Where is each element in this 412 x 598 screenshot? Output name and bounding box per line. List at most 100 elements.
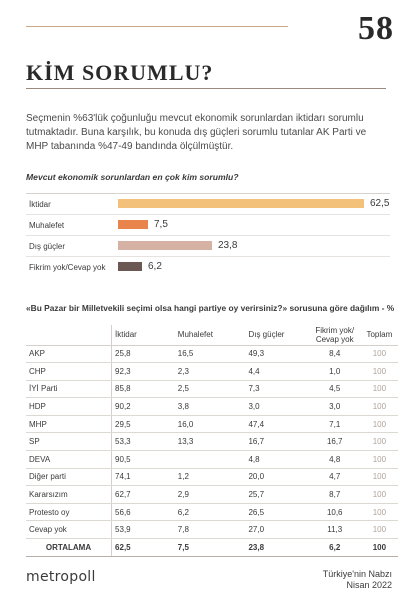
- table-cell: 13,3: [174, 432, 246, 452]
- table-row: CHP 92,3 2,3 4,4 1,0 100: [26, 362, 398, 381]
- table-column-header: Muhalefet: [174, 325, 246, 346]
- table-row-label: Kararsızım: [26, 485, 113, 504]
- table-cell: 100: [360, 432, 398, 452]
- table-column-header: Dış güçler: [245, 325, 309, 346]
- table-row: MHP 29,5 16,0 47,4 7,1 100: [26, 415, 398, 434]
- table-cell: 27,0: [245, 520, 309, 540]
- table-cell: 8,7: [308, 485, 361, 504]
- bar-row: İktidar 62,5: [26, 193, 390, 214]
- table-cell: 16,7: [245, 432, 309, 452]
- table-cell: 26,5: [245, 503, 309, 522]
- table-cell: 100: [360, 485, 398, 504]
- table-cell: 100: [360, 538, 398, 557]
- table-cell: 49,3: [245, 345, 309, 364]
- table-cell: 6,2: [174, 503, 246, 522]
- bar-row: Muhalefet 7,5: [26, 214, 390, 235]
- table-cell: 16,5: [174, 345, 246, 364]
- party-distribution-table: İktidar Muhalefet Dış güçler Fikrim yok/ Ce…: [26, 325, 398, 557]
- bar-mark: [118, 199, 364, 208]
- table-row-label: Protesto oy: [26, 503, 113, 522]
- table-cell: 25,8: [111, 345, 175, 364]
- table-cell: 62,7: [111, 485, 175, 504]
- table-cell: 11,3: [308, 520, 361, 540]
- table-row-label: Diğer parti: [26, 468, 113, 487]
- table-row-label: Cevap yok: [26, 520, 113, 540]
- bar-mark: [118, 262, 142, 271]
- table-cell: 29,5: [111, 415, 175, 434]
- table-row-label: DEVA: [26, 450, 113, 469]
- table-row: Protesto oy 56,6 6,2 26,5 10,6 100: [26, 503, 398, 522]
- table-row: Kararsızım 62,7 2,9 25,7 8,7 100: [26, 485, 398, 504]
- bar-category-label: Muhalefet: [29, 221, 65, 230]
- bar-mark: [118, 241, 212, 250]
- table-cell: 100: [360, 397, 398, 416]
- source-line-2: Nisan 2022: [346, 580, 392, 590]
- bar-value-label: 7,5: [154, 219, 168, 230]
- bar-mark: [118, 220, 148, 229]
- top-rule: [26, 26, 288, 27]
- table-average-row: ORTALAMA 62,5 7,5 23,8 6,2 100: [26, 538, 398, 557]
- table-row-label: MHP: [26, 415, 113, 434]
- table-cell: 1,0: [308, 362, 361, 381]
- table-cell: 4,7: [308, 468, 361, 487]
- table-row: Cevap yok 53,9 7,8 27,0 11,3 100: [26, 520, 398, 540]
- metropoll-logo: metropoll: [26, 569, 96, 585]
- table-cell: 100: [360, 503, 398, 522]
- table-cell: [174, 450, 246, 469]
- page-title: KİM SORUMLU?: [26, 60, 214, 85]
- table-column-header: [26, 325, 113, 346]
- bar-category-label: Dış güçler: [29, 242, 66, 251]
- table-cell: 3,8: [174, 397, 246, 416]
- table-column-header: Fikrim yok/ Cevap yok: [308, 325, 361, 346]
- table-cell: 8,4: [308, 345, 361, 364]
- bar-category-label: Fikrim yok/Cevap yok: [29, 263, 106, 272]
- intro-paragraph: Seçmenin %63'lük çoğunluğu mevcut ekonom…: [26, 113, 367, 152]
- table-cell: 25,7: [245, 485, 309, 504]
- table-cell: 6,2: [308, 538, 361, 557]
- table-cell: 4,5: [308, 380, 361, 399]
- table-row: DEVA 90,5 4,8 4,8 100: [26, 450, 398, 469]
- table-row: Diğer parti 74,1 1,2 20,0 4,7 100: [26, 468, 398, 487]
- table-cell: 100: [360, 380, 398, 399]
- table-row-label: CHP: [26, 362, 113, 381]
- table-cell: 3,0: [308, 397, 361, 416]
- source-line-1: Türkiye'nin Nabzı: [322, 569, 392, 579]
- table-header-row: İktidar Muhalefet Dış güçler Fikrim yok/ Ce…: [26, 325, 398, 346]
- table-cell: 4,8: [308, 450, 361, 469]
- table-cell: 7,5: [174, 538, 246, 557]
- responsibility-bar-chart: İktidar 62,5 Muhalefet 7,5 Dış güçler 23,8 Fik…: [26, 193, 390, 277]
- table-cell: 92,3: [111, 362, 175, 381]
- table-cell: 85,8: [111, 380, 175, 399]
- table-row: SP 53,3 13,3 16,7 16,7 100: [26, 432, 398, 452]
- table-cell: 90,2: [111, 397, 175, 416]
- table-row-label: AKP: [26, 345, 113, 364]
- chart-question: Mevcut ekonomik sorunlardan en çok kim s…: [26, 172, 239, 182]
- table-column-header: Toplam: [360, 325, 398, 346]
- bar-value-label: 62,5: [370, 198, 390, 209]
- table-cell: 100: [360, 520, 398, 540]
- table-cell: 2,9: [174, 485, 246, 504]
- table-question: «Bu Pazar bir Milletvekili seçimi olsa h…: [26, 303, 395, 313]
- table-column-header: İktidar: [111, 325, 175, 346]
- table-cell: 100: [360, 468, 398, 487]
- table-row: İYİ Parti 85,8 2,5 7,3 4,5 100: [26, 380, 398, 399]
- title-rule: [26, 88, 386, 89]
- table-cell: 2,5: [174, 380, 246, 399]
- table-cell: 2,3: [174, 362, 246, 381]
- table-cell: 53,9: [111, 520, 175, 540]
- table-row-label: SP: [26, 432, 113, 452]
- table-cell: 4,4: [245, 362, 309, 381]
- table-cell: 7,3: [245, 380, 309, 399]
- table-cell: 100: [360, 362, 398, 381]
- source-note: Türkiye'nin Nabzı Nisan 2022: [323, 569, 392, 591]
- table-row-label: İYİ Parti: [26, 380, 113, 399]
- table-cell: 7,8: [174, 520, 246, 540]
- table-row-label: ORTALAMA: [26, 538, 113, 557]
- table-cell: 4,8: [245, 450, 309, 469]
- bar-value-label: 23,8: [218, 240, 238, 251]
- table-cell: 56,6: [111, 503, 175, 522]
- table-cell: 7,1: [308, 415, 361, 434]
- table-cell: 23,8: [245, 538, 309, 557]
- table-cell: 62,5: [111, 538, 175, 557]
- table-cell: 16,0: [174, 415, 246, 434]
